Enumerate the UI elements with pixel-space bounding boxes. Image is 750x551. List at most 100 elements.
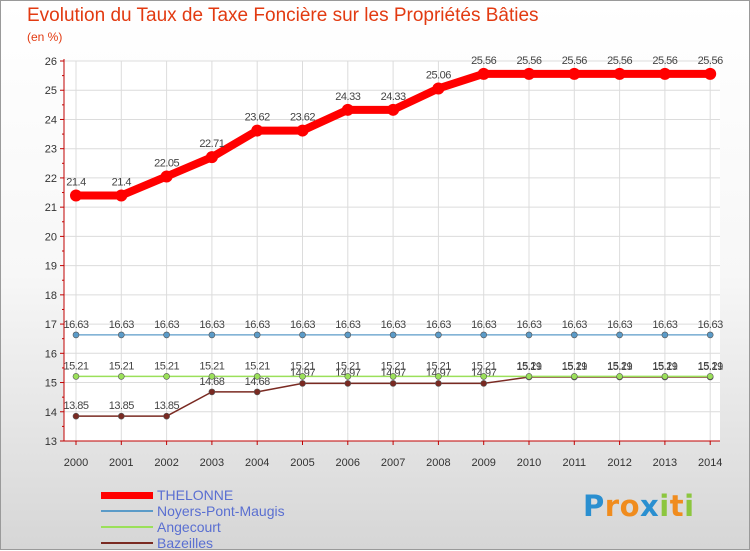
data-point [658,67,671,80]
logo-letter: r [604,489,620,523]
data-label: 15.21 [335,360,360,372]
legend-label: Noyers-Pont-Maugis [157,503,285,519]
data-label: 14.68 [245,376,270,388]
data-label: 15.19 [652,361,677,373]
x-tick-label: 2002 [154,457,178,469]
data-label: 16.63 [199,319,224,331]
data-label: 15.21 [516,360,541,372]
legend-item: Bazeilles [101,535,361,551]
data-point [525,373,533,380]
data-point [118,373,125,380]
data-label: 16.63 [516,319,541,331]
series-angecourt: 15.21 15.21 15.21 15.21 15.21 15.21 15.21 15.21… [63,360,724,380]
data-point [299,331,306,339]
data-point [70,189,82,202]
data-point [568,67,581,80]
y-tick-label: 18 [45,290,57,302]
data-point [163,331,170,339]
data-label: 15.21 [698,360,723,372]
data-label: 25.56 [562,55,587,67]
data-label: 16.63 [290,319,315,331]
legend-item: Noyers-Pont-Maugis [101,503,361,519]
data-label: 16.63 [698,319,723,331]
x-tick-label: 2006 [336,457,360,469]
data-label: 16.63 [245,319,270,331]
x-tick-label: 2014 [698,457,722,469]
legend-label: Angecourt [157,519,221,535]
y-tick-label: 22 [45,173,57,185]
data-label: 24.33 [335,91,360,103]
data-label: 25.56 [516,55,541,67]
data-label: 15.21 [109,360,134,372]
proxiti-logo: Proxiti [583,489,695,523]
data-label: 16.63 [109,319,134,331]
legend-swatch [101,510,153,512]
data-point [296,124,309,137]
data-point [205,151,218,164]
data-point [344,380,352,387]
x-tick-label: 2007 [381,457,405,469]
data-point [706,331,714,339]
data-point [253,388,261,396]
series-noyers-pont-maugis: 16.63 16.63 16.63 16.63 16.63 16.63 16.63 16.63… [63,319,724,339]
legend-swatch [101,542,153,544]
unit-label: (en %) [27,30,63,44]
data-point [477,67,490,80]
data-point [435,380,442,387]
data-label: 25.56 [607,55,632,67]
data-point [389,380,397,387]
data-point [523,67,535,80]
data-point [435,331,442,339]
data-label: 15.21 [245,360,270,372]
legend-swatch [101,491,153,499]
data-label: 15.19 [516,361,541,373]
data-label: 16.63 [335,319,360,331]
x-tick-label: 2010 [517,457,541,469]
data-label: 13.85 [109,400,134,412]
legend-item: Angecourt [101,519,361,535]
data-label: 22.05 [154,157,179,169]
data-point [253,373,261,380]
data-point [661,373,669,380]
data-point [299,380,306,387]
data-point [570,373,578,380]
y-tick-label: 25 [45,85,57,97]
x-tick-label: 2003 [200,457,224,469]
data-label: 15.19 [698,361,723,373]
data-point [118,412,125,420]
data-point [163,412,170,420]
data-label: 15.21 [290,360,315,372]
x-tick-label: 2001 [109,457,133,469]
data-label: 15.19 [607,361,632,373]
data-label: 15.21 [63,360,88,372]
data-label: 25.56 [471,55,496,67]
data-label: 16.63 [63,319,88,331]
data-point [299,373,306,380]
x-tick-label: 2009 [471,457,495,469]
y-tick-label: 17 [45,319,57,331]
data-point [480,380,488,387]
data-point [432,82,445,95]
data-point [72,331,80,339]
data-point [480,331,488,339]
legend: THELONNE Noyers-Pont-Maugis Angecourt Bazei… [101,487,361,551]
logo-letter: i [684,489,695,523]
logo-letter: o [619,489,641,523]
y-tick-label: 23 [45,144,57,156]
data-point [251,124,264,137]
data-point [616,331,623,339]
data-label: 16.63 [652,319,677,331]
data-label: 23.62 [290,112,315,124]
data-point [570,331,578,339]
data-point [160,170,173,183]
data-point [208,331,216,339]
data-label: 16.63 [607,319,632,331]
legend-item: THELONNE [101,487,361,503]
data-point [253,331,261,339]
data-point [387,103,400,116]
logo-letter: x [640,489,660,523]
chart-title: Evolution du Taux de Taxe Foncière sur l… [27,5,539,26]
data-label: 15.21 [381,360,406,372]
x-tick-label: 2000 [64,457,88,469]
